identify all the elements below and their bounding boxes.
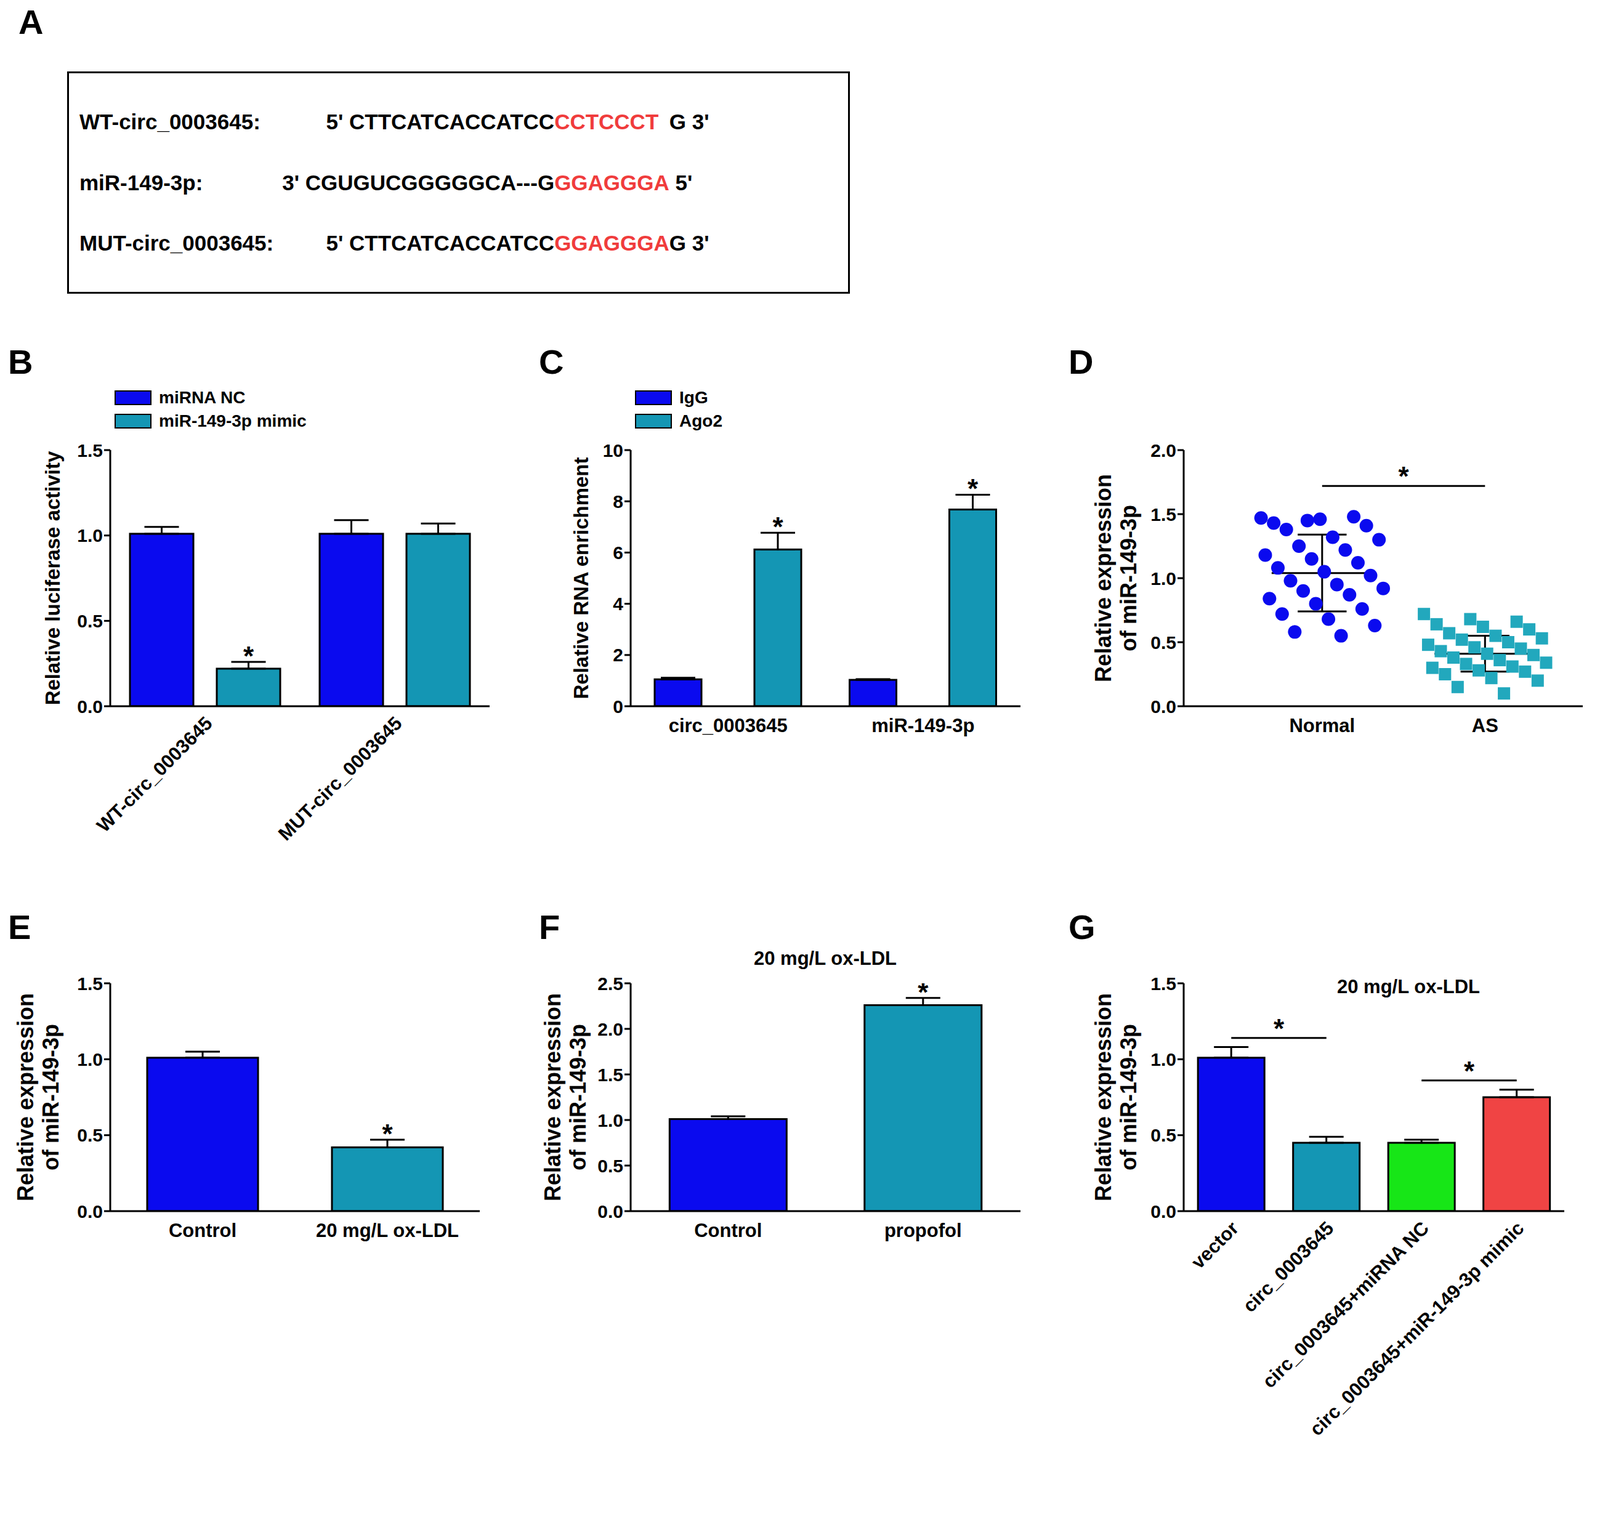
svg-text:0.0: 0.0	[1150, 696, 1177, 717]
svg-text:0.0: 0.0	[76, 696, 103, 717]
svg-text:MUT-circ_0003645: MUT-circ_0003645	[274, 712, 407, 845]
svg-text:miR-149-3p: miR-149-3p	[871, 715, 975, 737]
svg-text:2.0: 2.0	[597, 1019, 624, 1040]
html-text:Relative expression: Relative expression	[539, 993, 566, 1202]
html-text:MUT-circ_0003645:: MUT-circ_0003645:	[79, 231, 274, 256]
html-text:5' CTTCATCACCATCC GGAGGGA G 3': 5' CTTCATCACCATCC GGAGGGA G 3'	[326, 231, 710, 256]
svg-text:0.5: 0.5	[597, 1155, 624, 1177]
html-text:miR-149-3p:: miR-149-3p:	[79, 170, 203, 195]
svg-text:0.0: 0.0	[1150, 1201, 1177, 1222]
html-text:WT-circ_0003645:: WT-circ_0003645:	[79, 109, 261, 134]
svg-text:1.5: 1.5	[76, 440, 103, 461]
svg-text:Control: Control	[694, 1220, 762, 1242]
svg-text:20 mg/L ox-LDL: 20 mg/L ox-LDL	[315, 1220, 459, 1242]
html-text:Relative expression: Relative expression	[1090, 993, 1116, 1202]
html-text:A: A	[18, 2, 44, 42]
svg-text:AS: AS	[1471, 715, 1499, 737]
svg-text:*: *	[381, 1119, 393, 1150]
svg-text:1.0: 1.0	[76, 1049, 103, 1070]
svg-text:2: 2	[612, 644, 624, 666]
html-text:of miR-149-3p: of miR-149-3p	[565, 1024, 591, 1171]
html-text:of miR-149-3p: of miR-149-3p	[38, 1024, 64, 1171]
html-text:C: C	[538, 342, 564, 382]
html-text:20 mg/L ox-LDL: 20 mg/L ox-LDL	[1337, 976, 1480, 998]
svg-text:circ_0003645: circ_0003645	[668, 715, 788, 737]
svg-text:1.0: 1.0	[1150, 1049, 1177, 1070]
html-text:3' CGUGUCGGGGGCA---G GGAGGGA 5: 3' CGUGUCGGGGGCA---G GGAGGGA 5'	[282, 170, 693, 195]
svg-text:0.0: 0.0	[76, 1201, 103, 1222]
html-text:Relative expression: Relative expression	[12, 993, 38, 1202]
svg-text:0.5: 0.5	[1150, 1125, 1177, 1146]
html-text:D: D	[1068, 342, 1094, 382]
svg-text:*: *	[1273, 1013, 1285, 1044]
svg-text:*: *	[917, 983, 929, 1008]
svg-text:circ_0003645+miR-149-3p mimic: circ_0003645+miR-149-3p mimic	[1305, 1217, 1529, 1441]
html-text:miRNA NC: miRNA NC	[158, 387, 246, 408]
html-text:B: B	[8, 342, 33, 382]
svg-text:*: *	[243, 641, 255, 672]
svg-text:vector: vector	[1186, 1217, 1243, 1274]
svg-text:0.5: 0.5	[76, 1125, 103, 1146]
html-text:of miR-149-3p: of miR-149-3p	[1115, 1024, 1142, 1171]
html-text:Relative luciferase activity: Relative luciferase activity	[41, 451, 65, 706]
svg-text:circ_0003645+miRNA NC: circ_0003645+miRNA NC	[1258, 1217, 1434, 1393]
svg-text:4: 4	[612, 593, 624, 615]
svg-text:0.0: 0.0	[597, 1201, 624, 1222]
html-text:G: G	[1068, 907, 1096, 947]
svg-text:0: 0	[612, 696, 624, 717]
svg-text:0.5: 0.5	[76, 610, 103, 632]
html-text:F: F	[538, 907, 560, 947]
html-text:G 3': G 3'	[669, 109, 710, 134]
svg-text:WT-circ_0003645: WT-circ_0003645	[92, 712, 217, 837]
svg-text:1.5: 1.5	[597, 1064, 624, 1086]
html-text:Relative RNA enrichment: Relative RNA enrichment	[569, 457, 593, 700]
svg-text:6: 6	[612, 542, 624, 563]
svg-text:0.5: 0.5	[1150, 632, 1177, 653]
svg-text:1.5: 1.5	[1150, 504, 1177, 525]
svg-text:2.5: 2.5	[597, 973, 624, 994]
html-text:IgG: IgG	[679, 387, 709, 408]
html-text:E: E	[8, 907, 32, 947]
html-text:5' CTTCATCACCATCC CCTCCCT: 5' CTTCATCACCATCC CCTCCCT	[326, 109, 659, 134]
svg-text:10: 10	[602, 440, 624, 461]
svg-text:propofol: propofol	[884, 1220, 962, 1242]
svg-text:2.0: 2.0	[1150, 440, 1177, 461]
svg-text:circ_0003645: circ_0003645	[1238, 1217, 1338, 1317]
html-text:Ago2: Ago2	[679, 411, 723, 431]
svg-text:1.0: 1.0	[76, 525, 103, 546]
svg-text:*: *	[1463, 1056, 1475, 1087]
svg-text:1.0: 1.0	[597, 1110, 624, 1131]
html-text:miR-149-3p mimic: miR-149-3p mimic	[158, 411, 307, 431]
svg-text:1.5: 1.5	[1150, 973, 1177, 994]
svg-text:1.5: 1.5	[76, 973, 103, 994]
html-text:of miR-149-3p: of miR-149-3p	[1115, 505, 1142, 652]
svg-text:1.0: 1.0	[1150, 568, 1177, 589]
html-text:Relative expression: Relative expression	[1090, 474, 1116, 683]
svg-text:Control: Control	[168, 1220, 237, 1242]
svg-text:*: *	[1397, 461, 1410, 492]
svg-text:8: 8	[612, 491, 624, 512]
html-text:20 mg/L ox-LDL: 20 mg/L ox-LDL	[753, 947, 897, 970]
svg-text:Normal: Normal	[1288, 715, 1355, 737]
